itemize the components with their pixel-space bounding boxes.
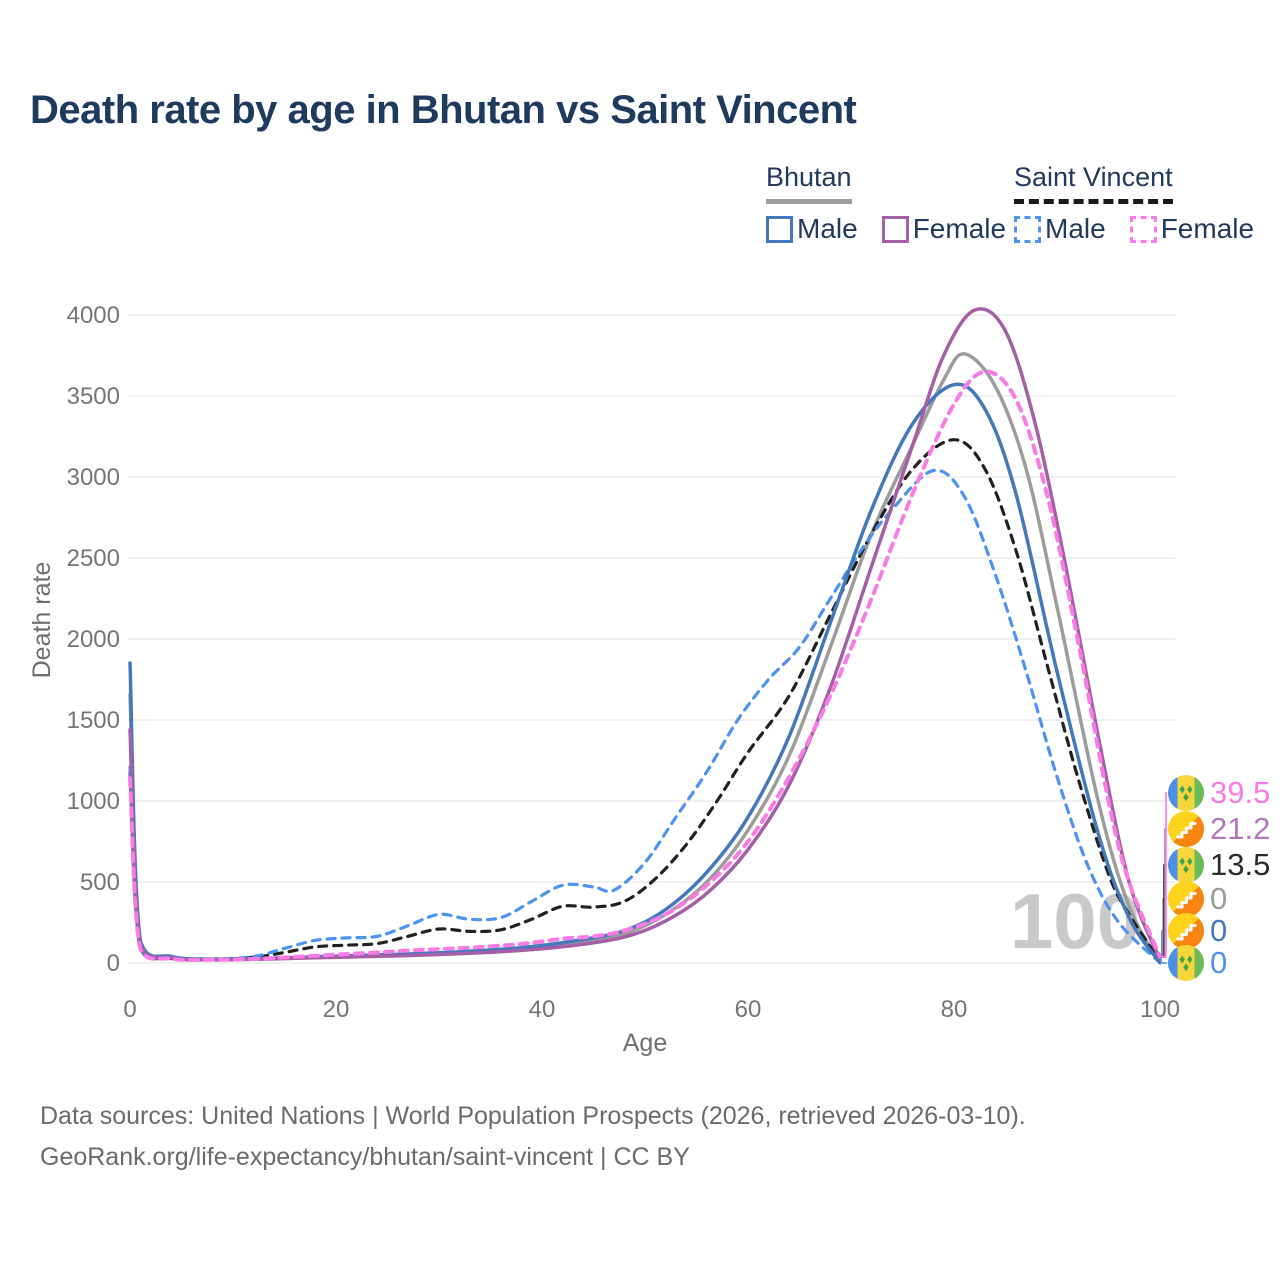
x-tick-label: 80	[941, 996, 968, 1023]
end-label-value: 0	[1210, 913, 1228, 948]
end-label-value: 13.5	[1210, 847, 1271, 882]
data-sources-text: Data sources: United Nations | World Pop…	[40, 1102, 1026, 1130]
page-title: Death rate by age in Bhutan vs Saint Vin…	[30, 88, 857, 132]
end-label-value: 0	[1210, 881, 1228, 916]
end-label-value: 21.2	[1210, 811, 1271, 846]
series-line-saint-vincent-female	[128, 369, 1162, 962]
x-tick-label: 40	[529, 996, 556, 1023]
y-tick-label: 3000	[67, 464, 120, 491]
legend-group-saint-vincent: Saint Vincent Male Female	[1014, 162, 1278, 245]
line-chart: 0 500 1000 1500 2000 2500 3000 3500 4000 100 0 20 40…	[0, 260, 1280, 1080]
x-tick-label: 60	[735, 996, 762, 1023]
legend-header-bhutan: Bhutan	[766, 162, 852, 204]
y-tick-label: 0	[107, 950, 120, 977]
bhutan-female-swatch-icon	[881, 215, 909, 243]
end-label-value: 0	[1210, 945, 1228, 980]
attribution-text: GeoRank.org/life-expectancy/bhutan/saint…	[40, 1143, 690, 1171]
saint-vincent-flag-icon	[1168, 775, 1204, 811]
y-tick-label: 1000	[67, 788, 120, 815]
saint-vincent-flag-icon	[1168, 847, 1204, 883]
x-tick-label: 20	[323, 996, 350, 1023]
y-tick-label: 1500	[67, 707, 120, 734]
series-line-saint-vincent-male	[128, 468, 1162, 965]
legend-item-label: Female	[912, 213, 1007, 244]
saint-vincent-female-swatch-icon	[1129, 215, 1157, 243]
x-tick-label: 0	[123, 996, 136, 1023]
legend-item-saint-vincent-female[interactable]: Female	[1129, 213, 1255, 245]
y-axis-title: Death rate	[28, 562, 56, 679]
end-label-value: 39.5	[1210, 775, 1271, 810]
footer: Data sources: United Nations | World Pop…	[40, 1096, 1026, 1178]
end-label-saint-vincent-both-sexes: 13.5	[1168, 847, 1270, 883]
x-axis-title: Age	[623, 1029, 667, 1057]
legend-group-bhutan: Bhutan Male Female	[766, 162, 1030, 245]
y-tick-label: 4000	[67, 302, 120, 329]
end-label-connector	[1160, 957, 1167, 964]
end-label-saint-vincent-male: 0	[1168, 945, 1227, 981]
bhutan-male-swatch-icon	[766, 215, 793, 243]
age-watermark: 100	[1010, 877, 1140, 965]
bhutan-flag-icon	[1168, 913, 1204, 949]
series-line-bhutan-both-sexes	[128, 352, 1162, 965]
legend-item-label: Male	[1045, 213, 1106, 244]
y-tick-label: 2500	[67, 545, 120, 572]
end-label-bhutan-male: 0	[1168, 913, 1227, 949]
y-tick-label: 3500	[67, 383, 120, 410]
legend-item-saint-vincent-male[interactable]: Male	[1014, 213, 1106, 245]
legend-item-label: Male	[797, 213, 858, 244]
y-tick-label: 2000	[67, 626, 120, 653]
end-label-bhutan-both-sexes: 0	[1168, 881, 1227, 917]
legend-header-saint-vincent: Saint Vincent	[1014, 162, 1173, 204]
series-line-bhutan-female	[128, 307, 1162, 962]
x-tick-label: 100	[1140, 996, 1180, 1023]
end-label-connector	[1161, 792, 1167, 958]
saint-vincent-flag-icon	[1168, 945, 1204, 981]
bhutan-flag-icon	[1168, 881, 1204, 917]
saint-vincent-male-swatch-icon	[1014, 215, 1041, 243]
end-label-saint-vincent-female: 39.5	[1168, 775, 1270, 811]
legend-item-bhutan-female[interactable]: Female	[881, 213, 1007, 245]
legend-item-bhutan-male[interactable]: Male	[766, 213, 858, 245]
series-line-bhutan-male	[128, 382, 1162, 965]
y-tick-label: 500	[80, 869, 120, 896]
bhutan-flag-icon	[1168, 811, 1204, 847]
end-label-bhutan-female: 21.2	[1168, 811, 1270, 847]
series-line-saint-vincent-both-sexes	[128, 438, 1162, 963]
legend-item-label: Female	[1160, 213, 1255, 244]
